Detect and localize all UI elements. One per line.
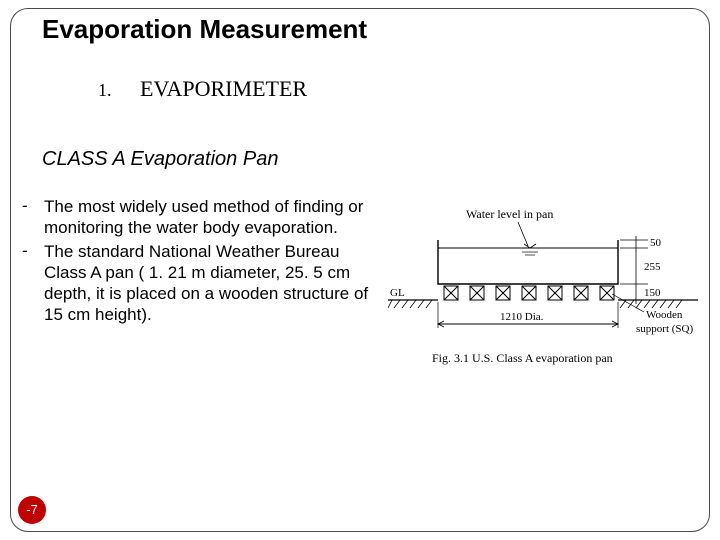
dim-255: 255	[644, 261, 661, 273]
water-level-label: Water level in pan	[466, 207, 553, 221]
list-item: - The standard National Weather Bureau C…	[22, 241, 372, 326]
bullet-text: The most widely used method of finding o…	[44, 196, 372, 239]
list-item: - The most widely used method of finding…	[22, 196, 372, 239]
page-number-badge: -7	[18, 496, 46, 524]
dim-50: 50	[650, 237, 662, 249]
dim-150: 150	[644, 287, 661, 299]
evaporation-pan-diagram: GL Water level in pan 50 255 150 1210 Di…	[388, 200, 698, 380]
wooden-label: Wooden	[646, 309, 683, 321]
diameter-label: 1210 Dia.	[500, 311, 544, 323]
gl-label: GL	[390, 287, 405, 299]
bullet-text: The standard National Weather Bureau Cla…	[44, 241, 372, 326]
page-title: Evaporation Measurement	[42, 14, 367, 45]
figure-caption: Fig. 3.1 U.S. Class A evaporation pan	[432, 351, 613, 365]
bullet-list: - The most widely used method of finding…	[22, 196, 372, 328]
list-label: EVAPORIMETER	[140, 76, 307, 102]
subheading: CLASS A Evaporation Pan	[42, 148, 278, 171]
bullet-dash: -	[22, 241, 44, 326]
list-number: 1.	[98, 80, 112, 101]
bullet-dash: -	[22, 196, 44, 239]
support-label: support (SQ)	[636, 323, 693, 335]
